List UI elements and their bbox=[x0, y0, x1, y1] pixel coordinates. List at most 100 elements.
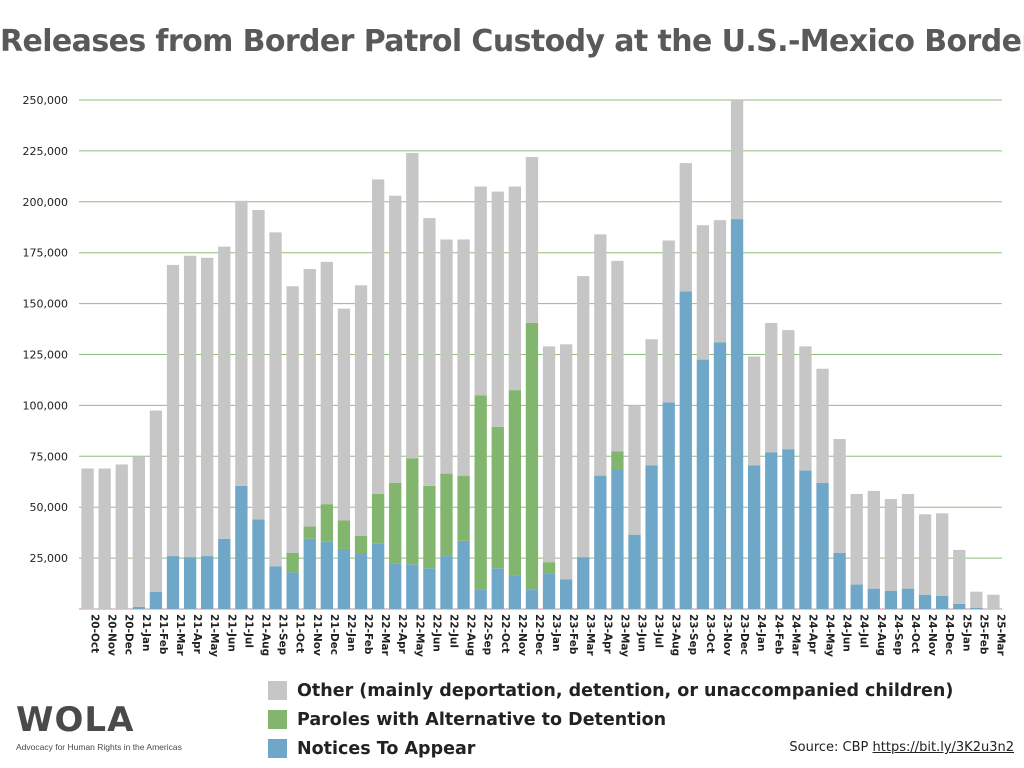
bar-segment bbox=[833, 438, 846, 554]
x-tick-label: 24-Aug bbox=[875, 614, 887, 656]
x-tick-label: 21-Dec bbox=[328, 614, 340, 655]
x-tick-label: 22-Sep bbox=[482, 614, 494, 656]
legend-label: Notices To Appear bbox=[297, 738, 476, 759]
bar-segment bbox=[303, 538, 316, 609]
bar-segment bbox=[269, 232, 282, 567]
bar-segment bbox=[936, 513, 949, 596]
x-tick-label: 21-Jan bbox=[140, 614, 152, 651]
bar-segment bbox=[884, 499, 898, 591]
bar-segment bbox=[149, 591, 163, 609]
bar-segment bbox=[901, 588, 915, 609]
bar-segment bbox=[474, 395, 487, 590]
x-tick-label: 23-Nov bbox=[721, 614, 733, 656]
bar-segment bbox=[679, 291, 692, 609]
gridlines bbox=[79, 99, 1002, 610]
bar-segment bbox=[286, 286, 299, 554]
bar-segment bbox=[457, 475, 470, 541]
bar-segment bbox=[423, 218, 436, 486]
bar-segment bbox=[713, 342, 727, 609]
bar-segment bbox=[491, 568, 504, 609]
x-tick-label: 24-Sep bbox=[892, 614, 904, 656]
y-axis: 25,000 50,000 75,000 100,000 125,000 150,000 1… bbox=[23, 94, 69, 565]
bar-segment bbox=[235, 200, 248, 486]
bar-segment bbox=[833, 553, 846, 609]
bar-segment bbox=[218, 246, 231, 539]
x-tick-label: 23-Feb bbox=[567, 614, 579, 655]
bar-segment bbox=[406, 564, 419, 609]
x-tick-label: 22-Oct bbox=[499, 614, 511, 653]
bar-segment bbox=[406, 152, 419, 459]
x-tick-label: 23-Sep bbox=[687, 614, 699, 656]
bar-segment bbox=[611, 260, 624, 452]
legend: Other (mainly deportation, detention, or… bbox=[268, 676, 953, 763]
bar-segment bbox=[628, 405, 641, 535]
x-tick-label: 20-Nov bbox=[106, 614, 118, 656]
x-tick-label: 21-Mar bbox=[174, 614, 186, 657]
y-tick-label: 100,000 bbox=[23, 399, 69, 412]
x-tick-label: 21-Apr bbox=[191, 614, 203, 655]
bar-segment bbox=[594, 234, 607, 476]
x-tick-label: 21-Sep bbox=[277, 614, 289, 656]
bar-segment bbox=[611, 469, 624, 609]
bar-segment bbox=[918, 514, 932, 595]
legend-item: Paroles with Alternative to Detention bbox=[268, 705, 953, 734]
y-tick-label: 125,000 bbox=[23, 349, 69, 362]
bar-segment bbox=[423, 568, 436, 609]
bar-segment bbox=[850, 493, 863, 585]
x-tick-label: 23-Jan bbox=[550, 614, 562, 651]
bar-segment bbox=[525, 157, 539, 323]
bar-segment bbox=[201, 556, 214, 609]
x-tick-label: 24-Oct bbox=[909, 614, 921, 653]
bar-segment bbox=[423, 485, 436, 569]
legend-item: Notices To Appear bbox=[268, 734, 953, 763]
source-link[interactable]: https://bit.ly/3K2u3n2 bbox=[872, 740, 1014, 755]
bar-segment bbox=[389, 563, 402, 609]
bar-segment bbox=[542, 346, 556, 563]
bar-segment bbox=[918, 594, 932, 609]
x-tick-label: 24-Jun bbox=[841, 614, 853, 652]
bar-segment bbox=[132, 456, 145, 607]
bar-segment bbox=[696, 359, 710, 609]
legend-swatch bbox=[268, 739, 287, 758]
bar-segment bbox=[337, 308, 351, 521]
bar-segment bbox=[936, 595, 949, 609]
x-tick-label: 23-Mar bbox=[584, 614, 596, 657]
x-tick-label: 23-Oct bbox=[704, 614, 716, 653]
x-tick-label: 22-Apr bbox=[396, 614, 408, 655]
bar-segment bbox=[577, 276, 590, 558]
bar-segment bbox=[987, 594, 1000, 609]
bar-segment bbox=[559, 579, 573, 609]
bar-segment bbox=[81, 468, 94, 609]
bar-segment bbox=[183, 557, 197, 609]
bar-segment bbox=[508, 186, 522, 391]
bar-segment bbox=[748, 356, 761, 466]
bar-segment bbox=[474, 186, 487, 396]
bar-segment bbox=[662, 402, 675, 609]
x-tick-label: 24-Jan bbox=[755, 614, 767, 651]
chart-title: Releases from Border Patrol Custody at t… bbox=[0, 24, 1024, 59]
bar-segment bbox=[440, 239, 453, 474]
bar-segment bbox=[286, 572, 299, 609]
legend-swatch bbox=[268, 681, 287, 700]
y-tick-label: 50,000 bbox=[30, 501, 69, 514]
bar-segment bbox=[166, 264, 180, 557]
x-tick-label: 24-May bbox=[824, 614, 836, 657]
x-tick-label: 21-Jun bbox=[225, 614, 237, 652]
x-tick-label: 22-Mar bbox=[379, 614, 391, 657]
bar-segment bbox=[577, 557, 590, 609]
x-tick-label: 22-Feb bbox=[362, 614, 374, 655]
y-tick-label: 75,000 bbox=[30, 450, 69, 463]
bar-segment bbox=[525, 589, 539, 609]
bar-segment bbox=[901, 493, 915, 589]
legend-label: Other (mainly deportation, detention, or… bbox=[297, 680, 954, 701]
x-tick-label: 22-Aug bbox=[465, 614, 477, 656]
bar-segment bbox=[320, 504, 333, 542]
bar-segment bbox=[183, 255, 197, 558]
bar-segment bbox=[440, 473, 453, 557]
bar-segment bbox=[371, 493, 385, 544]
x-tick-label: 21-Jul bbox=[242, 614, 254, 648]
logo-tagline: Advocacy for Human Rights in the America… bbox=[16, 742, 182, 752]
bar-segment bbox=[491, 191, 504, 427]
x-tick-label: 20-Oct bbox=[89, 614, 101, 653]
x-tick-label: 24-Feb bbox=[772, 614, 784, 655]
